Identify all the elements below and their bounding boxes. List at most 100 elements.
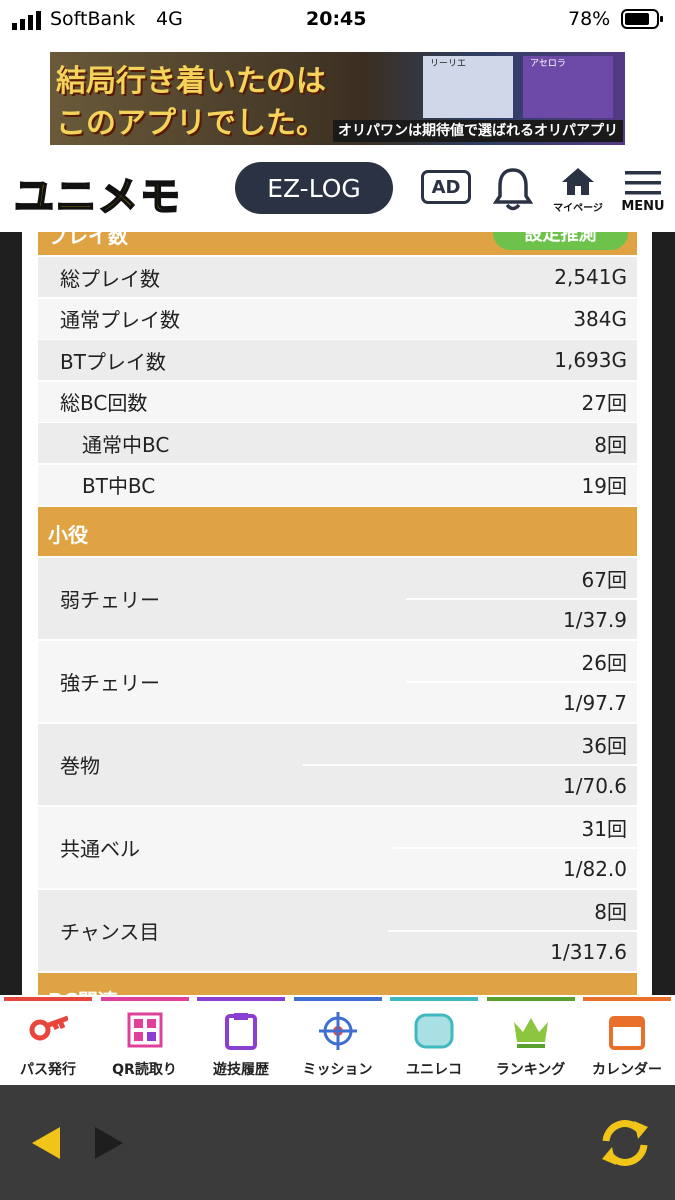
battery-percent: 78% (568, 8, 611, 30)
menu-label[interactable]: MENU (621, 199, 665, 214)
nav-color-bar (390, 997, 478, 1001)
nav-item[interactable]: 遊技履歴 (193, 995, 289, 1085)
data-panel: プレイ数 設定推測総プレイ数 2,541G 通常プレイ数 384G BTプレイ数 1,693… (22, 232, 652, 995)
data-row: チャンス目 8回 1/317.6 (38, 890, 637, 971)
row-value: 8回 (594, 432, 627, 457)
row-label: BTプレイ数 (60, 349, 166, 374)
row-count: 26回 (581, 650, 627, 675)
nav-item[interactable]: ランキング (483, 995, 579, 1085)
nav-color-bar (100, 997, 189, 1001)
banner-headline: このアプリでした。 (56, 106, 326, 141)
logo[interactable]: ユニメモ (13, 173, 182, 221)
row-count: 8回 (594, 899, 627, 924)
data-row: 総プレイ数 2,541G (38, 257, 637, 297)
row-divider (406, 681, 637, 683)
nav-label: カレンダー (592, 1062, 662, 1078)
section-header: BC関連 (38, 973, 637, 995)
card-image (423, 56, 513, 118)
card-name: リーリエ (430, 59, 467, 69)
nav-item[interactable]: パス発行 (0, 995, 96, 1085)
nav-item[interactable]: ミッション (290, 995, 386, 1085)
back-button[interactable] (30, 1125, 62, 1161)
nav-icon (225, 1013, 257, 1050)
row-label: 強チェリー (60, 671, 160, 695)
ezlog-button[interactable]: EZ-LOG (235, 162, 393, 214)
card-image (523, 56, 613, 118)
row-divider (388, 930, 637, 932)
ad-banner[interactable]: 結局行き着いたのは このアプリでした。 リーリエ アセロラ オリパワンは期待値で… (50, 52, 625, 145)
row-value: 384G (573, 306, 627, 331)
data-row: 巻物 36回 1/70.6 (38, 724, 637, 805)
row-divider (393, 847, 637, 849)
row-probability: 1/317.6 (550, 939, 627, 964)
nav-label: ランキング (495, 1062, 566, 1078)
reload-button[interactable] (598, 1117, 652, 1169)
carrier: SoftBank (50, 8, 136, 30)
row-label: 総プレイ数 (60, 266, 160, 291)
row-label: 通常プレイ数 (60, 308, 180, 332)
data-row: BTプレイ数 1,693G (38, 340, 637, 380)
row-probability: 1/37.9 (563, 607, 627, 632)
nav-label: 遊技履歴 (213, 1062, 269, 1078)
row-value: 19回 (581, 474, 627, 498)
notification-icon[interactable] (493, 166, 533, 212)
section-title: プレイ数 (48, 232, 128, 248)
estimate-button[interactable]: 設定推測 (493, 232, 628, 250)
home-icon[interactable] (561, 166, 595, 196)
status-bar: SoftBank 4G 20:45 78% (0, 0, 675, 46)
section-title: 小役 (48, 523, 88, 547)
time: 20:45 (306, 8, 367, 30)
card-name: アセロラ (530, 59, 566, 69)
data-row: 共通ベル 31回 1/82.0 (38, 807, 637, 888)
banner-headline: 結局行き着いたのは (56, 64, 326, 99)
row-label: 共通ベル (60, 837, 140, 861)
nav-icon (318, 1012, 357, 1050)
bottom-nav: パス発行 QR読取り 遊技履歴 ミッション ユニレコ ランキング カレンダー (0, 995, 675, 1085)
nav-icon (414, 1013, 454, 1049)
forward-button[interactable] (93, 1125, 125, 1161)
nav-item[interactable]: カレンダー (579, 995, 675, 1085)
banner-tagline: オリパワンは期待値で選ばれるオリパアプリ (333, 120, 623, 142)
mypage-label[interactable]: マイページ (553, 203, 603, 214)
data-row: BT中BC 19回 (38, 464, 637, 505)
section-header: 小役 (38, 507, 637, 556)
row-label: 巻物 (60, 754, 100, 778)
app-header: ユニメモ EZ-LOG AD マイページ MENU (0, 150, 675, 232)
row-probability: 1/70.6 (563, 773, 627, 798)
row-label: 通常中BC (82, 432, 170, 457)
data-row: 通常プレイ数 384G (38, 298, 637, 339)
row-count: 36回 (581, 733, 627, 758)
nav-label: パス発行 (20, 1062, 76, 1078)
battery-icon (621, 9, 663, 29)
nav-item[interactable]: ユニレコ (386, 995, 482, 1085)
ad-button[interactable]: AD (421, 170, 471, 204)
data-row: 弱チェリー 67回 1/37.9 (38, 558, 637, 639)
nav-icon (29, 1015, 68, 1041)
data-row: 総BC回数 27回 (38, 381, 637, 422)
row-probability: 1/97.7 (563, 690, 627, 715)
row-divider (406, 598, 637, 600)
nav-icon (609, 1016, 645, 1050)
row-label: 弱チェリー (60, 588, 160, 612)
nav-item[interactable]: QR読取り (97, 995, 193, 1085)
nav-color-bar (197, 997, 285, 1001)
row-probability: 1/82.0 (563, 856, 627, 881)
nav-color-bar (486, 997, 575, 1001)
nav-icon (127, 1012, 162, 1048)
row-label: チャンス目 (60, 920, 160, 944)
nav-color-bar (4, 997, 92, 1001)
row-value: 2,541G (554, 265, 627, 289)
nav-color-bar (293, 997, 382, 1001)
row-divider (303, 764, 637, 766)
nav-label: ミッション (302, 1062, 373, 1078)
signal-icon (12, 11, 41, 30)
row-count: 31回 (581, 816, 627, 841)
nav-color-bar (583, 997, 671, 1001)
menu-icon[interactable] (625, 170, 661, 196)
section-title: BC関連 (48, 985, 118, 995)
row-label: 総BC回数 (60, 391, 148, 415)
content-area: プレイ数 設定推測総プレイ数 2,541G 通常プレイ数 384G BTプレイ数 1,693… (0, 232, 675, 995)
section-header: プレイ数 設定推測 (38, 232, 637, 255)
nav-label: QR読取り (112, 1062, 177, 1078)
